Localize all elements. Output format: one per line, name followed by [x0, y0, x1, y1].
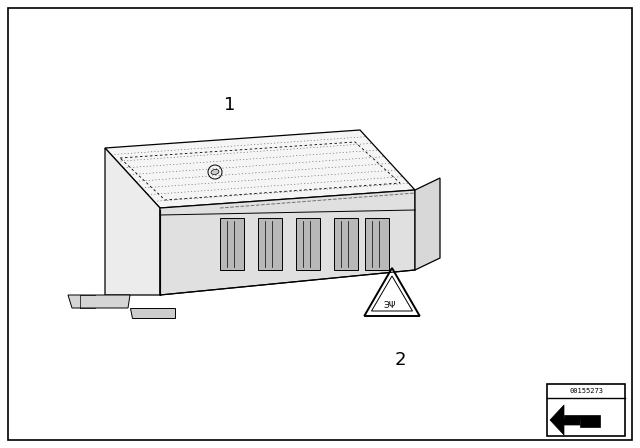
Polygon shape — [220, 218, 244, 270]
Polygon shape — [130, 308, 175, 318]
Polygon shape — [415, 178, 440, 270]
Text: 00155273: 00155273 — [569, 388, 603, 394]
Text: 1: 1 — [224, 96, 236, 114]
Polygon shape — [365, 218, 389, 270]
Polygon shape — [564, 415, 600, 427]
Ellipse shape — [211, 169, 219, 175]
Bar — [547, 384, 625, 436]
Polygon shape — [105, 130, 415, 208]
Text: ЭΨ: ЭΨ — [384, 301, 396, 310]
Polygon shape — [364, 268, 420, 316]
Polygon shape — [105, 148, 160, 295]
Polygon shape — [550, 405, 580, 435]
Polygon shape — [160, 190, 415, 295]
Polygon shape — [68, 295, 130, 308]
Polygon shape — [258, 218, 282, 270]
Polygon shape — [334, 218, 358, 270]
Text: 2: 2 — [394, 351, 406, 369]
Polygon shape — [296, 218, 320, 270]
